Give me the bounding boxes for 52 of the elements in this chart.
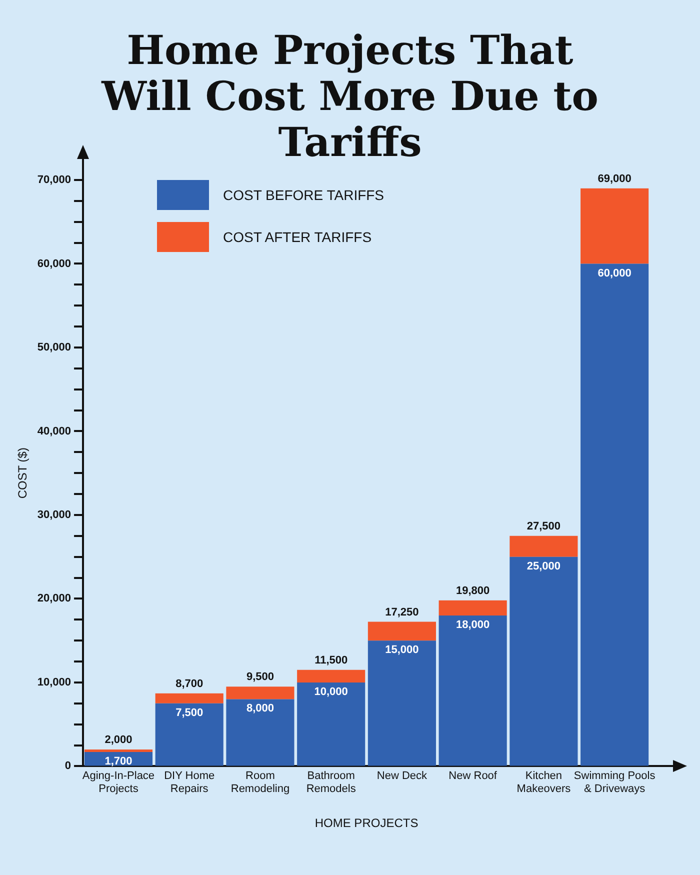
bar <box>510 536 578 557</box>
x-axis-title: HOME PROJECTS <box>314 816 418 830</box>
data-label: 7,500 <box>176 706 204 719</box>
x-tick-label: Aging-In-Place Projects <box>82 770 155 796</box>
x-tick-label: Kitchen Makeovers <box>516 770 572 796</box>
bar <box>580 264 649 766</box>
bar <box>510 556 578 766</box>
y-tick-label: 20,000 <box>37 592 72 605</box>
bar <box>438 600 507 616</box>
x-tick-label: Swimming Pools & Driveways <box>574 770 656 796</box>
x-tick-label: Room Remodeling <box>230 770 290 796</box>
y-axis-title: COST ($) <box>16 448 30 499</box>
y-tick-label: 40,000 <box>37 425 72 438</box>
total-label: 69,000 <box>598 172 632 185</box>
chart-title: Home Projects That Will Cost More Due to Tariffs <box>100 26 600 166</box>
data-label: 60,000 <box>598 267 632 280</box>
x-tick-label: New Deck <box>376 770 428 782</box>
x-tick-label: New Roof <box>448 770 498 782</box>
bar <box>580 188 649 264</box>
data-label: 18,000 <box>456 618 490 631</box>
bar <box>226 699 294 766</box>
legend-label: COST BEFORE TARIFFS <box>223 187 384 203</box>
total-label: 17,250 <box>385 606 419 618</box>
y-tick-label: 70,000 <box>37 174 72 186</box>
bar <box>155 703 224 766</box>
total-label: 8,700 <box>176 678 204 690</box>
y-tick-label: 60,000 <box>37 258 72 270</box>
y-tick-label: 50,000 <box>37 342 72 354</box>
x-tick-label: DIY Home Repairs <box>164 770 215 796</box>
total-label: 9,500 <box>246 671 274 684</box>
data-label: 8,000 <box>246 702 274 715</box>
bar <box>84 749 153 752</box>
y-tick-label: 0 <box>64 760 72 772</box>
total-label: 27,500 <box>526 520 561 532</box>
bar <box>368 640 436 766</box>
bar <box>297 670 366 682</box>
x-tick-label: Bathroom Remodels <box>306 770 356 796</box>
total-label: 19,800 <box>456 584 490 597</box>
bar <box>155 693 224 704</box>
data-label: 15,000 <box>385 644 419 656</box>
y-tick-label: 10,000 <box>37 676 72 688</box>
bar <box>297 682 366 766</box>
data-label: 25,000 <box>526 560 561 572</box>
data-label: 10,000 <box>314 686 348 698</box>
bar <box>226 686 294 700</box>
bar <box>368 622 436 641</box>
data-label: 1,700 <box>104 755 132 768</box>
total-label: 2,000 <box>104 734 132 746</box>
legend-label: COST AFTER TARIFFS <box>223 229 372 245</box>
total-label: 11,500 <box>314 654 348 666</box>
y-tick-label: 30,000 <box>37 509 72 522</box>
bar <box>438 615 507 766</box>
